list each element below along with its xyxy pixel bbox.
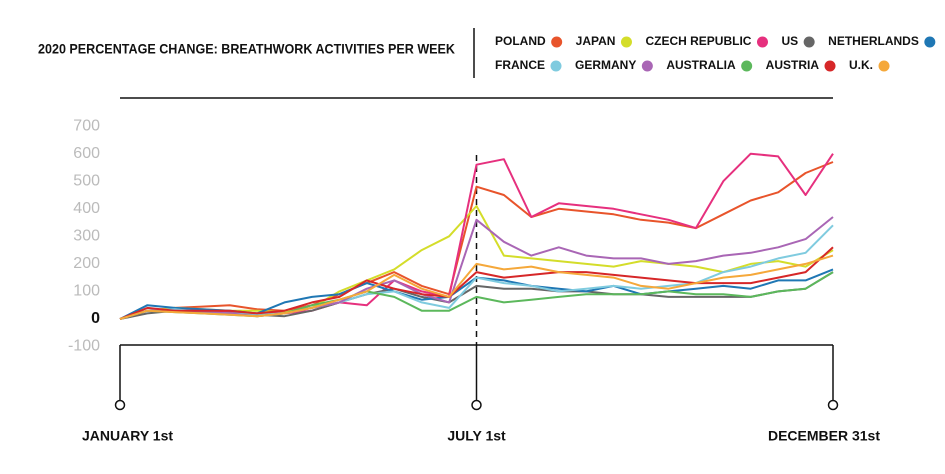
legend-swatch (551, 36, 563, 48)
chart-title: 2020 PERCENTAGE CHANGE: BREATHWORK ACTIV… (38, 41, 455, 57)
legend-swatch (924, 36, 936, 48)
legend-swatch (641, 60, 653, 72)
series-line (119, 254, 834, 320)
y-tick-label: -100 (68, 338, 100, 355)
y-tick-label: 400 (73, 200, 100, 217)
legend-label: JAPAN (576, 34, 616, 48)
legend-label: GERMANY (575, 58, 636, 72)
y-tick-label: 200 (73, 255, 100, 272)
legend-label: POLAND (495, 34, 546, 48)
legend-label: FRANCE (495, 58, 545, 72)
x-tick-label: JULY 1st (447, 428, 506, 444)
x-tick-marker (827, 399, 839, 411)
y-tick-label: 500 (73, 172, 100, 189)
legend-label: U.K. (849, 58, 873, 72)
legend-swatch (550, 60, 562, 72)
y-tick-label: 600 (73, 145, 100, 162)
y-tick-label: 0 (91, 310, 100, 327)
series-line (119, 161, 834, 320)
legend-swatch (756, 36, 768, 48)
legend-swatch (878, 60, 890, 72)
legend-swatch (741, 60, 753, 72)
legend-label: NETHERLANDS (828, 34, 919, 48)
x-tick-marker (471, 399, 482, 411)
legend-swatch (824, 60, 836, 72)
x-tick-marker (114, 399, 126, 411)
y-tick-label: 100 (73, 283, 100, 300)
series-line (119, 246, 834, 320)
y-tick-label: 700 (73, 117, 100, 134)
legend-swatch (620, 36, 632, 48)
legend-label: CZECH REPUBLIC (645, 34, 751, 48)
x-tick-label: JANUARY 1st (82, 428, 173, 444)
y-tick-label: 300 (73, 228, 100, 245)
legend-swatch (803, 36, 815, 48)
legend-label: AUSTRIA (766, 58, 820, 72)
x-tick-label: DECEMBER 31st (768, 428, 880, 444)
legend-label: AUSTRALIA (666, 58, 736, 72)
legend-label: US (781, 34, 798, 48)
